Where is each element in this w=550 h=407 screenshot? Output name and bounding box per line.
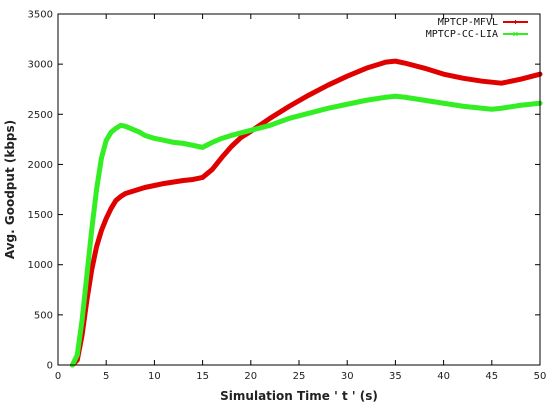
x-axis-title: Simulation Time ' t ' (s) (220, 389, 378, 403)
legend-label: MPTCP-MFVL (438, 17, 498, 28)
x-tick-label: 0 (55, 371, 61, 382)
y-tick-label: 2000 (28, 160, 53, 171)
x-tick-label: 35 (389, 371, 402, 382)
y-tick-label: 0 (47, 361, 53, 372)
x-tick-label: 40 (437, 371, 450, 382)
x-tick-label: 30 (341, 371, 354, 382)
y-tick-label: 1500 (28, 210, 53, 221)
x-tick-label: 45 (485, 371, 498, 382)
series-line-mptcp-mfvl (69, 58, 543, 368)
x-tick-label: 15 (196, 371, 209, 382)
y-axis-title: Avg. Goodput (kbps) (3, 120, 17, 259)
x-tick-label: 20 (244, 371, 257, 382)
y-tick-label: 3500 (28, 10, 53, 21)
x-tick-label: 25 (293, 371, 306, 382)
legend-label: MPTCP-CC-LIA (426, 29, 498, 40)
x-tick-label: 5 (103, 371, 109, 382)
series-layer (69, 58, 543, 368)
legend-marker (513, 31, 518, 37)
x-tick-label: 10 (148, 371, 161, 382)
x-tick-label: 50 (534, 371, 547, 382)
y-tick-label: 500 (34, 310, 53, 321)
y-tick-label: 3000 (28, 60, 53, 71)
y-tick-label: 2500 (28, 110, 53, 121)
y-tick-label: 1000 (28, 260, 53, 271)
x-axis: 0 5 10 15 20 25 30 35 40 45 50 (55, 14, 547, 382)
y-axis: 0 500 1000 1500 2000 2500 3000 3500 (28, 10, 540, 372)
series-line-mptcp-cc-lia (69, 93, 543, 368)
